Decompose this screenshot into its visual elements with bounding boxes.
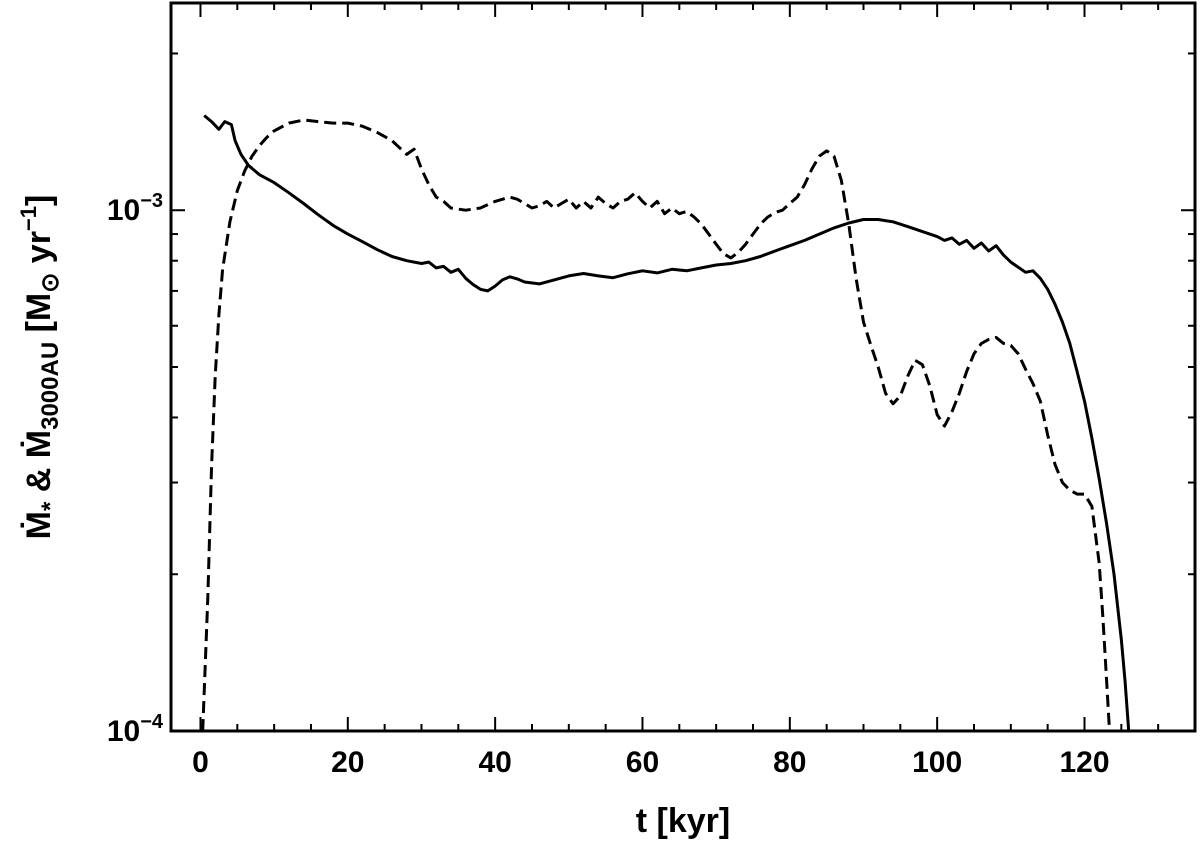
tick-labels: 0 20 40 60 80 100 120 10−4 10−3 <box>107 190 1110 779</box>
x-tick-label: 80 <box>773 746 806 779</box>
series-line-dashed <box>201 118 1111 732</box>
ticks <box>171 3 1196 732</box>
plot-frame <box>169 1 1197 733</box>
x-axis-title: t [kyr] <box>636 802 730 840</box>
x-tick-label: 40 <box>478 746 511 779</box>
x-tick-label: 20 <box>331 746 364 779</box>
series-line-solid <box>203 114 1131 732</box>
y-axis-title: Ṁ* & Ṁ3000AU [M⊙ yr−1] <box>16 195 64 540</box>
y-tick-label: 10−4 <box>107 711 164 748</box>
x-tick-label: 100 <box>912 746 962 779</box>
x-tick-label: 120 <box>1059 746 1109 779</box>
x-tick-label: 0 <box>192 746 209 779</box>
y-tick-label: 10−3 <box>107 190 163 227</box>
series <box>201 114 1131 732</box>
x-tick-label: 60 <box>626 746 659 779</box>
